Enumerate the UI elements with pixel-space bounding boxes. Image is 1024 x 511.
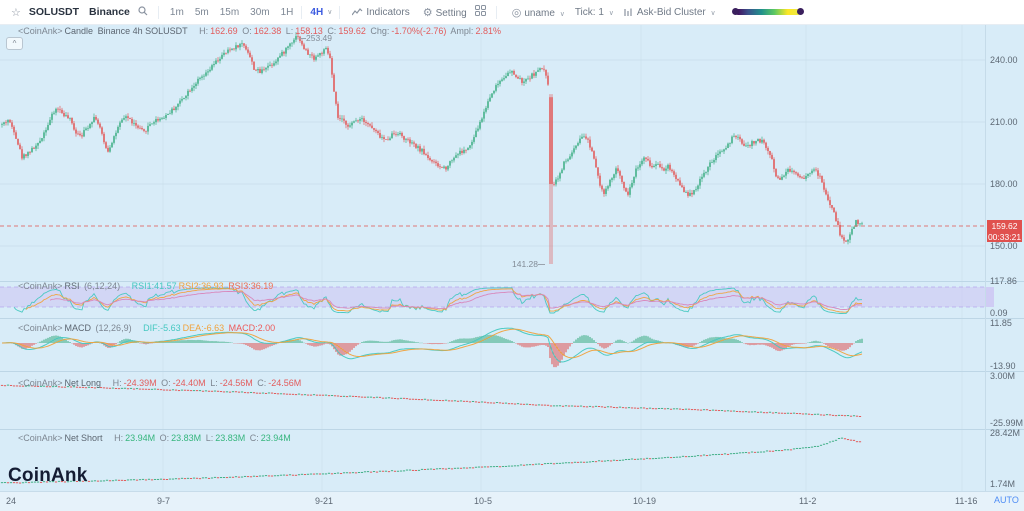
chevron-down-icon[interactable]: ∨	[327, 9, 333, 16]
time-tick-9-21: 9-21	[315, 496, 334, 506]
net-short-series	[0, 437, 862, 484]
setting-button[interactable]: ⚙ Setting	[422, 6, 467, 19]
timeframe-5m[interactable]: 5m	[194, 6, 209, 18]
divider	[157, 5, 159, 19]
toolbar: ☆ SOLUSDT Binance 1m 5m 15m 30m 1H 4H ∨ Indi…	[0, 0, 1024, 25]
countdown-badge: 00:33:21	[987, 231, 1022, 242]
collapse-legend-button[interactable]: ^	[6, 37, 23, 50]
netlong-axis-label: 3.00M	[990, 371, 1016, 381]
candle-legend: <CoinAnk> Candle Binance 4h SOLUSDT H: 162…	[18, 26, 501, 36]
net-long-legend: <CoinAnk> Net Long H: -24.39M O: -24.40M L:…	[18, 378, 302, 388]
timeframe-1m[interactable]: 1m	[169, 6, 184, 18]
net-long-series	[0, 384, 862, 418]
gear-icon: ⚙	[422, 6, 433, 19]
tick-dash	[538, 263, 545, 265]
netshort-axis-label: 28.42M	[990, 428, 1021, 438]
favorite-star-icon[interactable]: ☆	[11, 6, 21, 19]
high-annotation: 253.49	[299, 33, 332, 43]
gridlines	[0, 25, 985, 491]
uname-dropdown[interactable]: ◎ uname ∨	[511, 6, 565, 19]
macd-axis-label: 11.85	[990, 318, 1012, 328]
price-axis-border	[985, 25, 986, 491]
heatmap-gradient-slider[interactable]	[731, 8, 804, 15]
auto-scale-button[interactable]: AUTO	[994, 495, 1019, 505]
askbid-cluster-dropdown[interactable]: Ask-Bid Cluster ∨	[624, 6, 716, 18]
symbol-label[interactable]: SOLUSDT	[28, 6, 80, 18]
time-tick-24: 24	[6, 496, 17, 506]
time-tick-9-7: 9-7	[157, 496, 171, 506]
chart-background	[0, 25, 1024, 491]
indicators-button[interactable]: Indicators	[351, 7, 410, 18]
macd-axis-label: -13.90	[990, 361, 1016, 371]
last-price-badge: 159.62	[987, 220, 1022, 231]
candles	[1, 32, 863, 265]
timeframe-1h[interactable]: 1H	[280, 6, 294, 18]
timeframe-4h-active[interactable]: 4H	[310, 6, 324, 18]
time-tick-10-19: 10-19	[633, 496, 657, 506]
netshort-axis-label: 1.74M	[990, 479, 1016, 489]
search-icon[interactable]	[138, 5, 148, 19]
price-axis-min-label: 117.86	[990, 276, 1017, 286]
rsi-panel	[0, 286, 985, 315]
macd-legend: <CoinAnk> MACD (12,26,9) DIF:-5.63 DEA:-6.…	[18, 323, 276, 333]
macd-panel	[1, 327, 863, 368]
exchange-label[interactable]: Binance	[89, 6, 130, 18]
chevron-down-icon: ∨	[608, 9, 614, 17]
timeframe-group: 1m 5m 15m 30m 1H	[166, 7, 298, 18]
net-short-legend: <CoinAnk> Net Short H: 23.94M O: 23.83M L: 2…	[18, 433, 291, 443]
layout-grid-button[interactable]	[474, 5, 486, 19]
price-axis-label: 210.00	[990, 117, 1018, 127]
timeframe-15m[interactable]: 15m	[219, 6, 240, 18]
divider	[495, 5, 497, 19]
divider	[339, 5, 341, 19]
eye-icon: ◎	[511, 6, 522, 19]
price-axis-label: 180.00	[990, 179, 1018, 189]
divider	[301, 5, 303, 19]
tick-dash	[299, 37, 306, 39]
time-tick-11-2: 11-2	[799, 496, 817, 506]
low-annotation: 141.28	[512, 259, 545, 269]
tick-dropdown[interactable]: Tick: 1 ∨	[574, 6, 614, 18]
chevron-down-icon: ∨	[559, 10, 565, 18]
rsi-axis-label: 0.09	[990, 308, 1008, 318]
time-tick-11-16: 11-16	[955, 496, 978, 506]
price-axis-label: 150.00	[990, 241, 1018, 251]
timeframe-30m[interactable]: 30m	[250, 6, 270, 18]
gradient-handle-right[interactable]	[796, 8, 804, 15]
time-tick-10-5: 10-5	[474, 496, 493, 506]
price-axis-label: 240.00	[990, 55, 1018, 65]
chevron-down-icon: ∨	[710, 9, 716, 17]
gradient-handle-left[interactable]	[731, 8, 739, 15]
netlong-axis-label: -25.99M	[990, 418, 1024, 428]
rsi-legend: <CoinAnk> RSI (6,12,24) RSI1:41.57 RSI2:36…	[18, 281, 274, 291]
time-axis[interactable]	[0, 491, 1024, 511]
coinank-watermark: CoinAnk	[8, 465, 88, 486]
